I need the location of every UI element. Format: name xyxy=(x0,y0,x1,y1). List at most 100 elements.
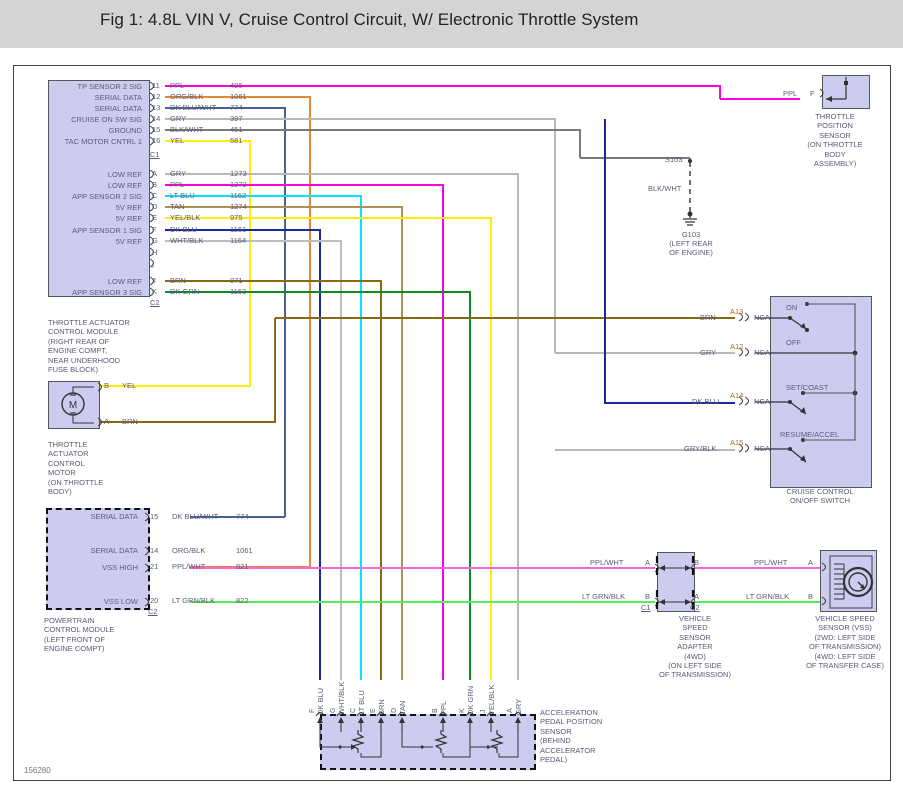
pcm-wire-2: PPL/WHT xyxy=(172,562,206,571)
vss-adapter-wire-left-1: LT GRN/BLK xyxy=(582,592,626,601)
tac-module-box xyxy=(48,80,150,297)
tac-c1-wire-0: PPL xyxy=(170,81,185,90)
vss-adapter-wire-left-0: PPL/WHT xyxy=(590,558,624,567)
pcm-pin-0: 15 xyxy=(150,512,159,521)
vss-adapter-c2: C2 xyxy=(690,603,700,612)
pcm-box xyxy=(46,508,150,610)
ground-symbol xyxy=(683,162,697,226)
tac-c2-circuit-3: 1274 xyxy=(230,202,247,211)
pcm-circuit-3: 822 xyxy=(236,596,249,605)
tac-c2-wire-1: PPL xyxy=(170,180,185,189)
tac-c1-connector-arcs xyxy=(149,81,154,146)
tac-c2-signal-3: 5V REF xyxy=(115,203,142,212)
splice-dot xyxy=(688,159,692,163)
tac-c2-circuit-0: 1273 xyxy=(230,169,247,178)
figure-number: 156280 xyxy=(24,766,51,775)
tac-c1-signal-5: TAC MOTOR CNTRL 1 xyxy=(64,137,142,146)
cruise-pole-set-coast: SET/COAST xyxy=(786,383,829,392)
cruise-nca-2: NCA xyxy=(754,397,770,406)
tac-c1-signal-1: SERIAL DATA xyxy=(94,93,142,102)
tac-c1-wire-3: GRY xyxy=(170,114,187,123)
tac-c1-pin-5: 16 xyxy=(152,136,161,145)
pcm-pin-2: 21 xyxy=(150,562,159,571)
tac-motor-wire-1: BRN xyxy=(122,417,138,426)
vss-adapter-internals xyxy=(654,556,696,612)
tac-c2-pin-3: D xyxy=(152,202,158,211)
tac-c2-id: C2 xyxy=(150,298,160,307)
tac-c2-pin-1: B xyxy=(152,180,158,189)
pcm-pin-3: 20 xyxy=(150,596,159,605)
ground-location: (LEFT REAR OF ENGINE) xyxy=(669,239,713,258)
cruise-switch-label: CRUISE CONTROL ON/OFF SWITCH xyxy=(786,487,854,506)
tac-c2-signal-9: LOW REF xyxy=(107,277,142,286)
tac-c2-wire-3: TAN xyxy=(170,202,185,211)
vss-sensor-pin-0: A xyxy=(808,558,814,567)
pcm-signal-3: VSS LOW xyxy=(103,597,138,606)
tac-c1-wire-2: DK BLU/WHT xyxy=(170,103,217,112)
vss-adapter-pin-left-0: A xyxy=(645,558,651,567)
tac-c1-pin-1: 12 xyxy=(152,92,161,101)
tac-c2-pin-7: H xyxy=(152,248,158,257)
tac-motor-pin-0: B xyxy=(104,381,110,390)
tac-c2-circuit-9: 971 xyxy=(230,276,243,285)
tac-c2-signal-0: LOW REF xyxy=(107,170,142,179)
tac-motor-connector-arcs xyxy=(97,382,102,427)
tac-c2-circuit-10: 1163 xyxy=(230,287,247,296)
vss-adapter-label: VEHICLE SPEED SENSOR ADAPTER (4WD) (ON L… xyxy=(659,614,731,680)
tac-c2-signal-5: APP SENSOR 1 SIG xyxy=(72,226,142,235)
tac-c2-signal-1: LOW REF xyxy=(107,181,142,190)
pcm-signal-2: VSS HIGH xyxy=(102,563,138,572)
pcm-wire-1: ORG/BLK xyxy=(172,546,206,555)
tac-c1-pin-0: 11 xyxy=(152,81,160,90)
vss-adapter-pin-right-0: B xyxy=(694,558,700,567)
svg-text:M: M xyxy=(69,400,77,411)
tac-c1-circuit-4: 451 xyxy=(230,125,243,134)
tac-c2-signal-2: APP SENSOR 2 SIG xyxy=(72,192,142,201)
tac-c2-wire-5: DK BLU xyxy=(170,225,198,234)
tp-sensor-label: THROTTLE POSITION SENSOR (ON THROTTLE BO… xyxy=(807,112,863,169)
tac-c2-pin-5: F xyxy=(152,225,157,234)
cruise-wire-2: DK BLU xyxy=(692,397,720,406)
splice-label: S103 xyxy=(665,155,683,164)
tac-c1-signal-4: GROUND xyxy=(108,126,142,135)
cruise-term-1: A12 xyxy=(730,342,744,351)
tac-c2-wire-6: WHT/BLK xyxy=(170,236,204,245)
tac-c2-signal-10: APP SENSOR 3 SIG xyxy=(72,288,142,297)
tac-c2-circuit-6: 1164 xyxy=(230,236,247,245)
pcm-circuit-0: 774 xyxy=(236,512,249,521)
tp-sensor-symbol xyxy=(819,77,848,102)
app-sensor-internals xyxy=(315,712,523,758)
tac-c2-pin-2: C xyxy=(152,191,158,200)
app-sensor-label: ACCELERATION PEDAL POSITION SENSOR (BEHI… xyxy=(540,708,603,765)
cruise-wire-1: GRY xyxy=(700,348,717,357)
page-title: Fig 1: 4.8L VIN V, Cruise Control Circui… xyxy=(100,10,639,29)
pcm-pin-1: 14 xyxy=(150,546,159,555)
pcm-signal-0: SERIAL DATA xyxy=(90,512,138,521)
cruise-term-0: A13 xyxy=(730,307,744,316)
tac-c1-circuit-2: 774 xyxy=(230,103,243,112)
tac-c1-circuit-1: 1061 xyxy=(230,92,247,101)
tp-sensor-wire: PPL xyxy=(783,89,798,98)
tac-c2-connector-arcs xyxy=(149,169,154,297)
tac-c1-signal-2: SERIAL DATA xyxy=(94,104,142,113)
tac-c1-circuit-0: 486 xyxy=(230,81,243,90)
tac-c2-pin-10: K xyxy=(152,287,158,296)
pcm-connector-arcs xyxy=(144,512,149,607)
vss-adapter-c1: C1 xyxy=(641,603,651,612)
tac-c2-circuit-1: 1272 xyxy=(230,180,247,189)
cruise-nca-3: NCA xyxy=(754,444,770,453)
cruise-term-2: A14 xyxy=(730,391,744,400)
tac-c2-pin-6: G xyxy=(152,236,158,245)
vss-adapter-wire-right-1: LT GRN/BLK xyxy=(746,592,790,601)
tac-c2-pin-8: I xyxy=(152,261,155,270)
tac-c1-signal-0: TP SENSOR 2 SIG xyxy=(77,82,142,91)
tac-c1-signal-3: CRUISE ON SW SIG xyxy=(71,115,142,124)
tac-c2-signal-6: 5V REF xyxy=(115,237,142,246)
tac-c2-pin-0: A xyxy=(152,169,158,178)
vss-sensor-label: VEHICLE SPEED SENSOR (VSS) (2WD: LEFT SI… xyxy=(806,614,884,671)
tac-c2-signal-4: 5V REF xyxy=(115,214,142,223)
cruise-wire-0: BRN xyxy=(700,313,716,322)
tac-module-label: THROTTLE ACTUATOR CONTROL MODULE (RIGHT … xyxy=(48,318,130,375)
tac-motor-symbol: M xyxy=(61,386,94,424)
